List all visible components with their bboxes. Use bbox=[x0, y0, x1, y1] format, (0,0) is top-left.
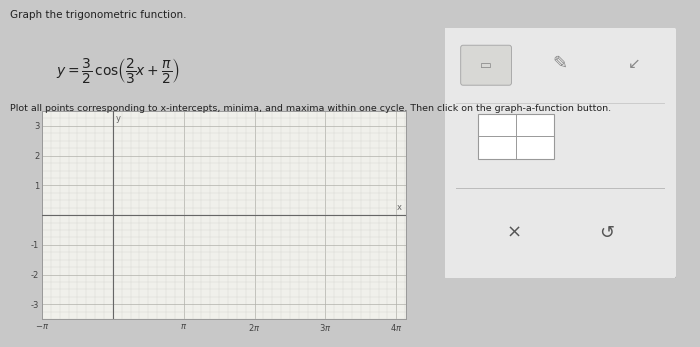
Text: ↙: ↙ bbox=[627, 57, 640, 71]
FancyBboxPatch shape bbox=[461, 45, 512, 85]
Text: ↺: ↺ bbox=[598, 223, 614, 242]
Text: $y=\dfrac{3}{2}\,\cos\!\left(\dfrac{2}{3}x+\dfrac{\pi}{2}\right)$: $y=\dfrac{3}{2}\,\cos\!\left(\dfrac{2}{3… bbox=[56, 56, 180, 85]
Text: x: x bbox=[397, 203, 402, 212]
FancyBboxPatch shape bbox=[478, 114, 554, 159]
Text: Plot all points corresponding to x-intercepts, minima, and maxima within one cyc: Plot all points corresponding to x-inter… bbox=[10, 104, 612, 113]
Text: ×: × bbox=[506, 223, 522, 242]
Text: ▭: ▭ bbox=[480, 59, 492, 72]
Text: y: y bbox=[116, 114, 120, 123]
FancyBboxPatch shape bbox=[443, 26, 677, 279]
Text: Graph the trigonometric function.: Graph the trigonometric function. bbox=[10, 10, 187, 20]
Text: ✎: ✎ bbox=[552, 55, 568, 73]
